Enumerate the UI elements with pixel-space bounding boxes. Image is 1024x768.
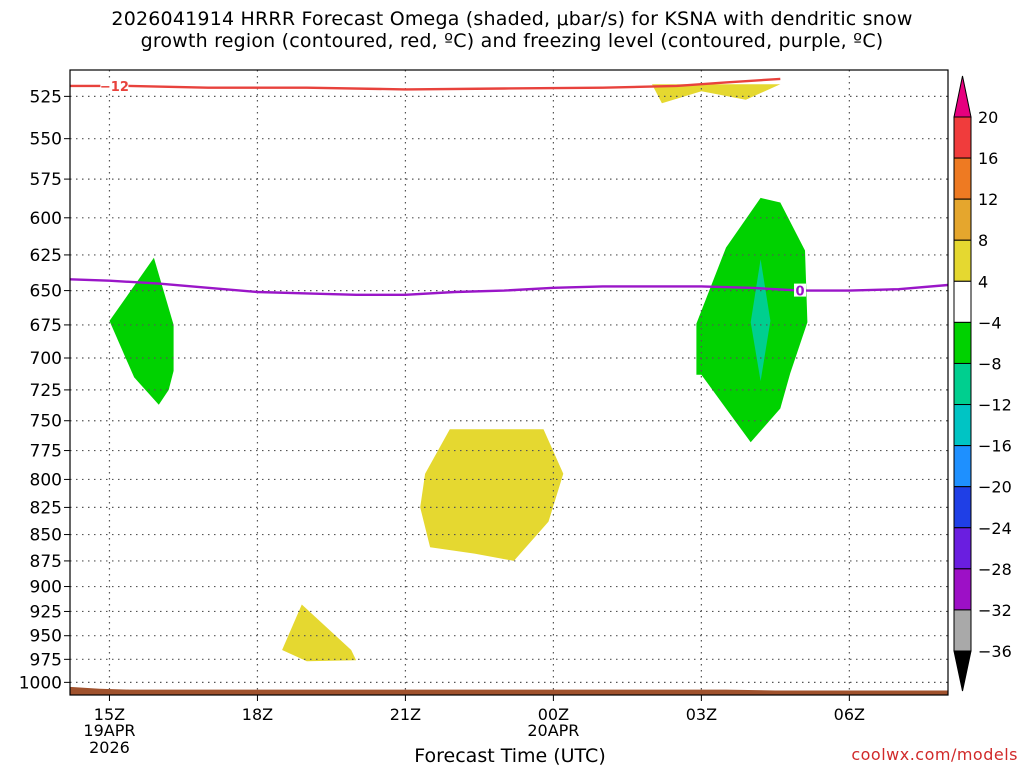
y-tick-label: 575 <box>30 170 62 190</box>
y-tick-label: 900 <box>30 578 62 598</box>
y-tick-label: 775 <box>30 442 62 462</box>
y-tick-label: 975 <box>30 650 62 670</box>
colorbar-label: −28 <box>978 560 1012 579</box>
omega-region <box>652 84 781 104</box>
plot-area <box>70 70 948 695</box>
y-tick-label: 800 <box>30 470 62 490</box>
y-axis: 525 550 575 600 625 650 675 700 725 750 775 800 825 8… <box>19 87 70 693</box>
x-tick-label: 03Z <box>686 705 717 724</box>
y-tick-label: 925 <box>30 602 62 622</box>
colorbar-label: −24 <box>978 519 1012 538</box>
colorbar-swatch <box>953 198 972 241</box>
colorbar-swatch <box>953 568 972 611</box>
colorbar-swatch <box>953 445 972 488</box>
x-tick-label: 06Z <box>834 705 865 724</box>
colorbar-swatch <box>953 362 972 406</box>
colorbar: 20 16 12 8 4 −4 −8 −12 −16 −20 −24 −28 −32 −36 <box>953 75 1012 692</box>
chart-title-line-2: growth region (contoured, red, ºC) and f… <box>140 30 884 52</box>
colorbar-swatch <box>953 157 972 200</box>
colorbar-label: −36 <box>978 642 1012 661</box>
colorbar-label: −16 <box>978 437 1012 456</box>
freezing-level-label: 0 <box>795 285 804 300</box>
dgz-contour-label: −12 <box>100 80 129 95</box>
y-tick-label: 875 <box>30 552 62 572</box>
omega-region <box>109 257 174 405</box>
terrain <box>70 686 948 695</box>
colorbar-label: 12 <box>978 190 998 209</box>
y-tick-label: 700 <box>30 349 62 369</box>
colorbar-max-arrow <box>953 75 972 118</box>
x-tick-date-label: 20APR <box>527 721 579 740</box>
omega-shading <box>109 84 808 662</box>
chart-title-line-1: 2026041914 HRRR Forecast Omega (shaded, … <box>111 8 913 30</box>
y-tick-label: 850 <box>30 526 62 546</box>
x-tick-label: 00Z <box>538 705 569 724</box>
y-tick-label: 825 <box>30 498 62 518</box>
colorbar-swatch <box>953 321 972 364</box>
x-tick-label: 21Z <box>390 705 421 724</box>
contour-lines: −12 0 <box>70 77 948 300</box>
y-tick-label: 525 <box>30 87 62 107</box>
colorbar-swatch <box>953 527 972 570</box>
y-tick-label: 1000 <box>19 673 62 693</box>
colorbar-label: −20 <box>978 478 1012 497</box>
chart-title: 2026041914 HRRR Forecast Omega (shaded, … <box>0 8 1024 52</box>
colorbar-label: −32 <box>978 601 1012 620</box>
terrain-fill <box>70 686 948 695</box>
colorbar-label: −12 <box>978 396 1012 415</box>
y-tick-label: 725 <box>30 381 62 401</box>
colorbar-label: −8 <box>978 354 1002 373</box>
colorbar-label: 4 <box>978 272 988 291</box>
colorbar-label: −4 <box>978 313 1002 332</box>
colorbar-swatch <box>953 486 972 529</box>
colorbar-swatch <box>953 404 972 447</box>
y-tick-label: 675 <box>30 316 62 336</box>
colorbar-swatch <box>953 280 972 323</box>
credit-text: coolwx.com/models <box>851 745 1018 764</box>
omega-region <box>750 259 771 382</box>
y-tick-label: 950 <box>30 627 62 647</box>
colorbar-label: 20 <box>978 108 998 127</box>
colorbar-swatch <box>953 609 972 652</box>
x-tick-label: 18Z <box>242 705 273 724</box>
x-tick-label: 15Z <box>94 705 125 724</box>
y-tick-label: 625 <box>30 246 62 266</box>
omega-region <box>282 604 357 662</box>
dgz-contour-label-bg <box>100 77 129 93</box>
colorbar-label: 8 <box>978 231 988 250</box>
plot-frame <box>69 69 949 696</box>
y-tick-label: 550 <box>30 130 62 150</box>
freezing-level-label-bg <box>794 283 807 297</box>
x-tick-year-label: 2026 <box>89 738 130 757</box>
y-tick-label: 650 <box>30 282 62 302</box>
y-tick-label: 600 <box>30 209 62 229</box>
dgz-contour-line <box>70 77 781 91</box>
colorbar-swatch <box>953 239 972 282</box>
colorbar-min-arrow <box>953 650 972 692</box>
colorbar-swatch <box>953 116 972 159</box>
colorbar-label: 16 <box>978 149 998 168</box>
y-tick-label: 750 <box>30 412 62 432</box>
omega-region <box>420 429 564 561</box>
x-tick-date-label: 19APR <box>83 721 135 740</box>
x-axis-label: Forecast Time (UTC) <box>414 745 606 767</box>
